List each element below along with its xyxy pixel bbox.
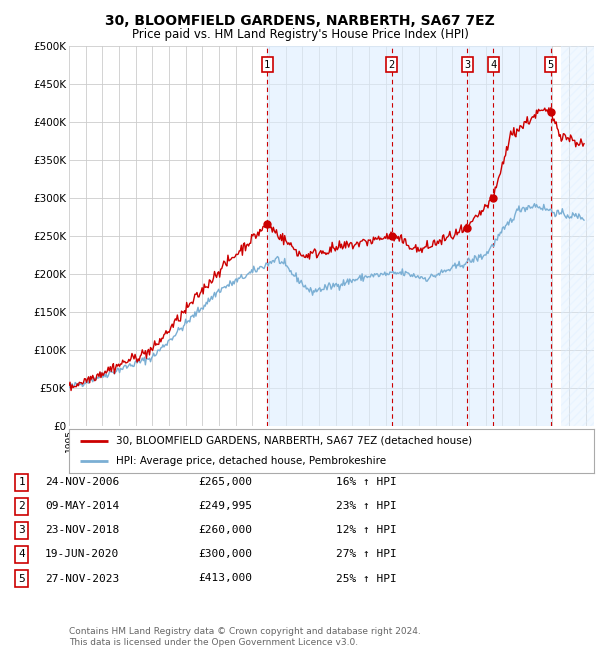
Text: 12% ↑ HPI: 12% ↑ HPI <box>336 525 397 536</box>
Text: £265,000: £265,000 <box>198 477 252 488</box>
Text: 2: 2 <box>389 60 395 70</box>
Bar <box>560 46 600 426</box>
Text: 25% ↑ HPI: 25% ↑ HPI <box>336 573 397 584</box>
Text: £260,000: £260,000 <box>198 525 252 536</box>
Text: £249,995: £249,995 <box>198 501 252 512</box>
Text: 30, BLOOMFIELD GARDENS, NARBERTH, SA67 7EZ: 30, BLOOMFIELD GARDENS, NARBERTH, SA67 7… <box>105 14 495 29</box>
Text: Price paid vs. HM Land Registry's House Price Index (HPI): Price paid vs. HM Land Registry's House … <box>131 28 469 41</box>
Text: £300,000: £300,000 <box>198 549 252 560</box>
Text: 4: 4 <box>490 60 497 70</box>
Text: 30, BLOOMFIELD GARDENS, NARBERTH, SA67 7EZ (detached house): 30, BLOOMFIELD GARDENS, NARBERTH, SA67 7… <box>116 436 472 446</box>
Text: 09-MAY-2014: 09-MAY-2014 <box>45 501 119 512</box>
Text: 3: 3 <box>18 525 25 536</box>
Text: 16% ↑ HPI: 16% ↑ HPI <box>336 477 397 488</box>
Bar <box>268 46 551 426</box>
Text: 27% ↑ HPI: 27% ↑ HPI <box>336 549 397 560</box>
Text: 1: 1 <box>264 60 271 70</box>
Text: 24-NOV-2006: 24-NOV-2006 <box>45 477 119 488</box>
Text: 1: 1 <box>18 477 25 488</box>
Text: HPI: Average price, detached house, Pembrokeshire: HPI: Average price, detached house, Pemb… <box>116 456 386 466</box>
Text: 27-NOV-2023: 27-NOV-2023 <box>45 573 119 584</box>
Text: £413,000: £413,000 <box>198 573 252 584</box>
Text: 3: 3 <box>464 60 470 70</box>
Text: 4: 4 <box>18 549 25 560</box>
Text: 5: 5 <box>548 60 554 70</box>
Text: 19-JUN-2020: 19-JUN-2020 <box>45 549 119 560</box>
Text: 23% ↑ HPI: 23% ↑ HPI <box>336 501 397 512</box>
Text: 5: 5 <box>18 573 25 584</box>
Text: 23-NOV-2018: 23-NOV-2018 <box>45 525 119 536</box>
Text: 2: 2 <box>18 501 25 512</box>
Text: Contains HM Land Registry data © Crown copyright and database right 2024.
This d: Contains HM Land Registry data © Crown c… <box>69 627 421 647</box>
